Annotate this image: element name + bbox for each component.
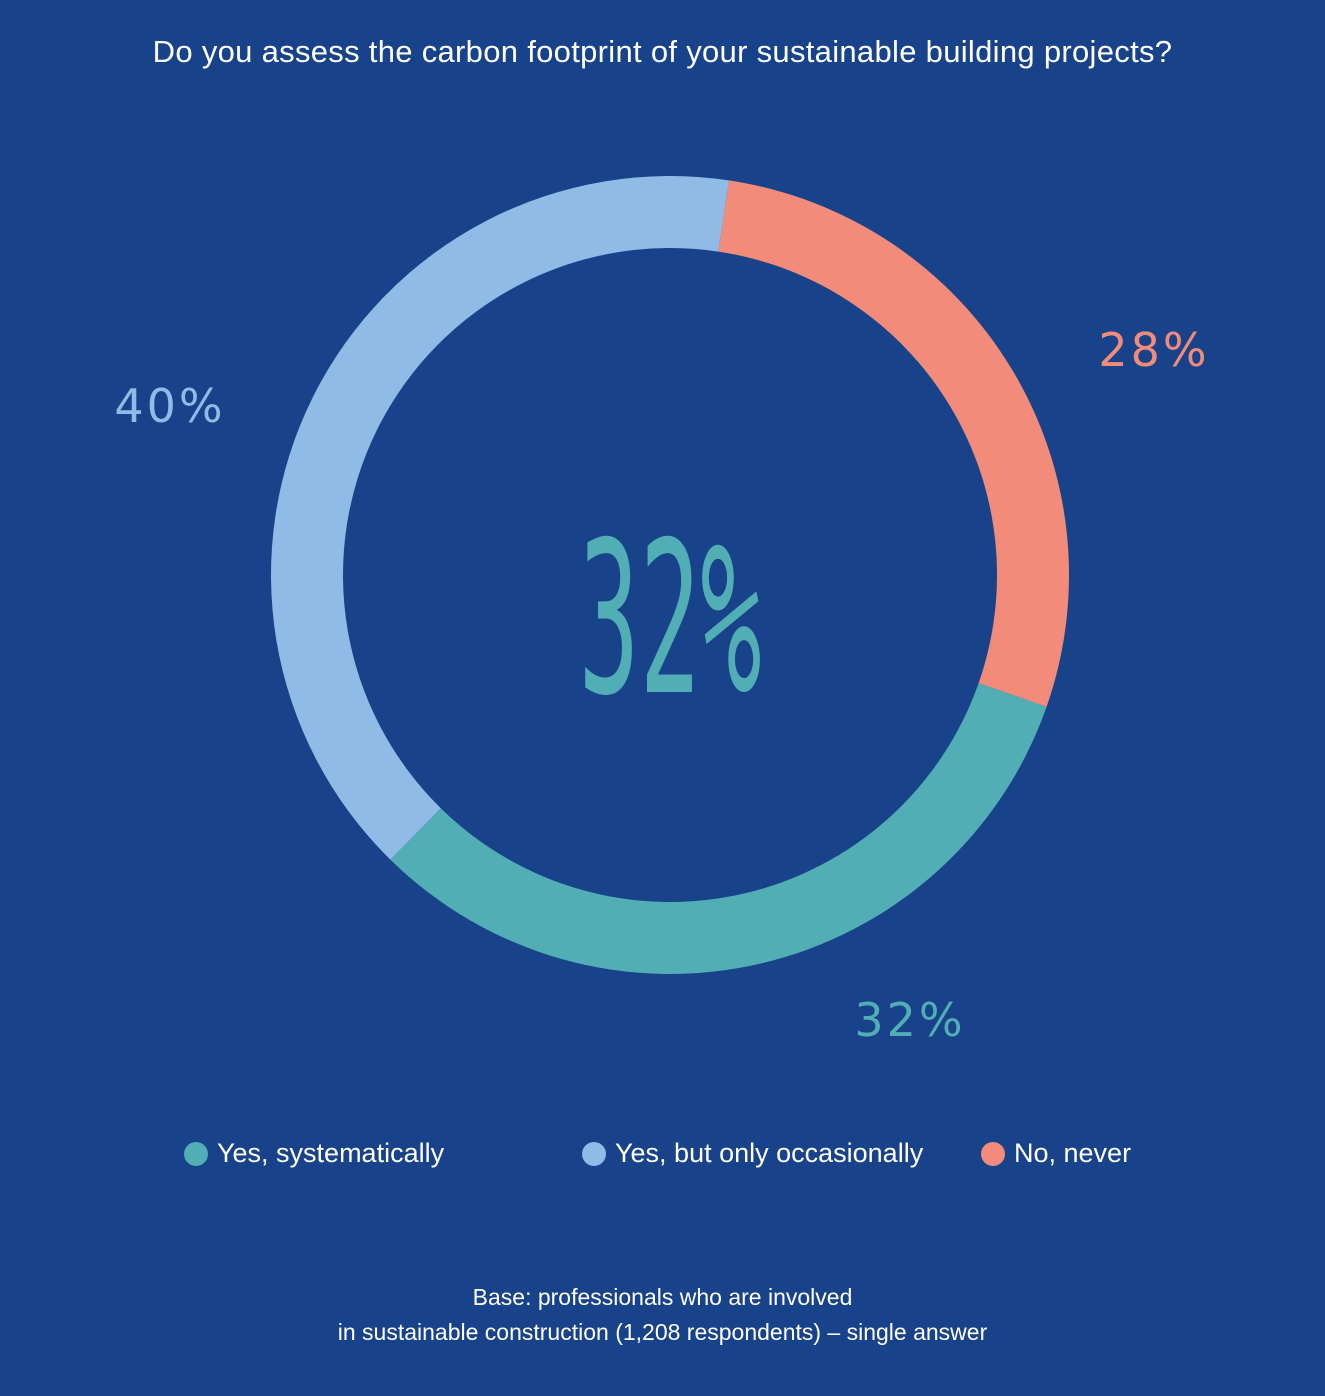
legend-item-no-never: No, never — [981, 1138, 1131, 1169]
slice-yes-systematically — [390, 683, 1047, 974]
legend-label: No, never — [1014, 1138, 1132, 1168]
legend: Yes, systematically Yes, but only occasi… — [0, 1138, 1325, 1178]
legend-swatch-no-never — [981, 1141, 1005, 1166]
slice-label-no-never: 28% — [1098, 323, 1209, 377]
slice-label-yes-occasionally: 40% — [114, 379, 225, 433]
legend-label: Yes, systematically — [217, 1138, 445, 1168]
slice-no-never — [718, 180, 1069, 707]
legend-label: Yes, but only occasionally — [615, 1138, 924, 1168]
legend-item-yes-systematically: Yes, systematically — [184, 1138, 444, 1169]
legend-item-yes-occasionally: Yes, but only occasionally — [582, 1138, 923, 1169]
center-value-label: 32% — [578, 497, 761, 742]
slice-label-yes-systematically: 32% — [854, 993, 965, 1047]
footnote-line-1: Base: professionals who are involved — [472, 1284, 853, 1310]
legend-swatch-yes-systematically — [184, 1141, 208, 1166]
slice-yes-occasionally — [271, 176, 729, 860]
footnote-line-2: in sustainable construction (1,208 respo… — [337, 1319, 988, 1345]
chart-title: Do you assess the carbon footprint of yo… — [152, 34, 1173, 69]
legend-swatch-yes-occasionally — [582, 1141, 606, 1166]
